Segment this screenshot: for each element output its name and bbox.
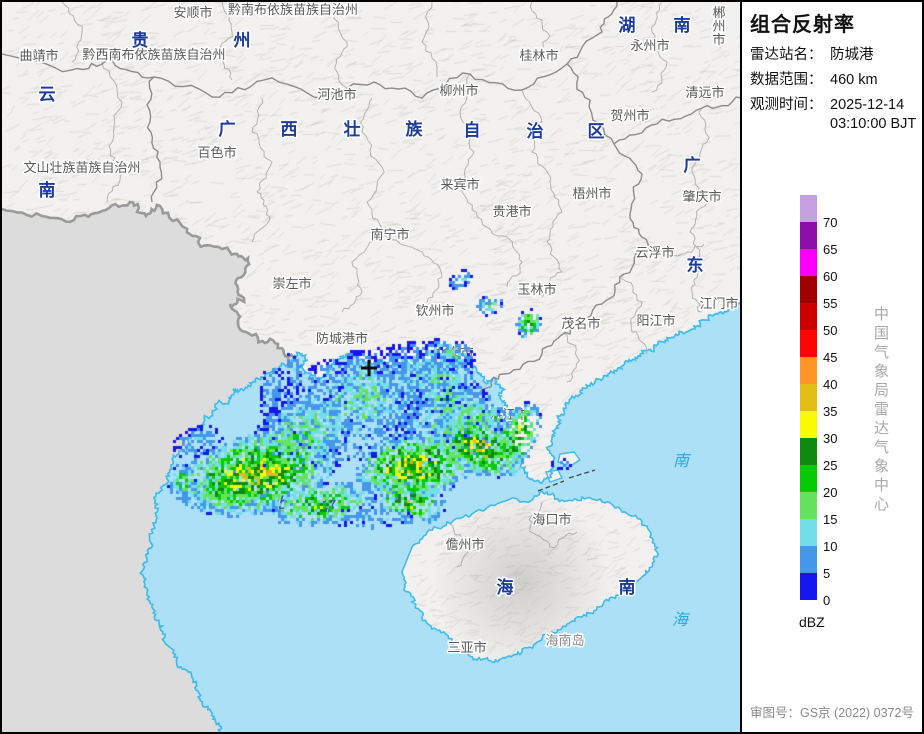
- legend-swatch: [800, 249, 817, 276]
- radar-station-cross-icon: [361, 360, 377, 376]
- legend-tick: 35: [823, 404, 838, 419]
- product-title: 组合反射率: [750, 14, 855, 36]
- info-panel: 组合反射率 雷达站名： 防城港 数据范围： 460 km 观测时间： 2025-12-14…: [740, 2, 922, 732]
- legend-tick: 40: [823, 377, 838, 392]
- meta-rows: 雷达站名： 防城港 数据范围： 460 km 观测时间： 2025-12-14 03:10:…: [750, 46, 922, 140]
- meta-row: 观测时间： 2025-12-14 03:10:00 BJT: [750, 96, 922, 134]
- dbz-legend: 70 65 60 55 50 45 40 35 30 25 20 15 10 5 0: [800, 195, 837, 608]
- legend-swatch: [800, 303, 817, 330]
- meta-value-line: 03:10:00 BJT: [830, 116, 917, 132]
- legend-row: 10: [800, 519, 837, 554]
- watermark: 中国气象局雷达气象中心: [872, 306, 889, 515]
- map-approval-number: 审图号：GS京 (2022) 0372号: [750, 706, 914, 720]
- legend-row: 45: [800, 330, 837, 365]
- meta-label: 雷达站名：: [750, 47, 823, 63]
- legend-tick: 55: [823, 296, 838, 311]
- legend-swatch: [800, 222, 817, 249]
- legend-row: 20: [800, 465, 837, 500]
- meta-value-line: 2025-12-14: [830, 97, 905, 113]
- legend-swatch: [800, 411, 817, 438]
- legend-unit: dBZ: [799, 614, 825, 630]
- legend-row: 65: [800, 222, 837, 257]
- legend-tick: 70: [823, 215, 838, 230]
- legend-tick: 30: [823, 431, 838, 446]
- legend-tick: 65: [823, 242, 838, 257]
- meta-value-line: 防城港: [830, 47, 874, 63]
- meta-label: 观测时间：: [750, 97, 823, 113]
- legend-row: 35: [800, 384, 837, 419]
- legend-tick: 20: [823, 485, 838, 500]
- legend-tick: 50: [823, 323, 838, 338]
- legend-swatch: [800, 195, 817, 222]
- meta-value: 2025-12-14 03:10:00 BJT: [830, 96, 922, 134]
- legend-row: 55: [800, 276, 837, 311]
- legend-tick: 60: [823, 269, 838, 284]
- legend-tick: 10: [823, 539, 838, 554]
- legend-row: 70: [800, 195, 837, 230]
- legend-swatch: [800, 519, 817, 546]
- meta-value: 460 km: [830, 71, 922, 90]
- meta-value: 防城港: [830, 46, 922, 65]
- meta-label: 数据范围：: [750, 72, 823, 88]
- legend-swatch: [800, 384, 817, 411]
- legend-row: 15: [800, 492, 837, 527]
- legend-swatch: [800, 573, 817, 600]
- legend-tick: 5: [823, 566, 831, 581]
- legend-tick: 45: [823, 350, 838, 365]
- legend-row: 30: [800, 411, 837, 446]
- meta-value-line: 460 km: [830, 72, 878, 88]
- meta-row: 雷达站名： 防城港: [750, 46, 922, 65]
- legend-row: 5: [800, 546, 830, 581]
- radar-map: 安顺市黔南布依族苗族自治州曲靖市黔西南布依族苗族自治州郴州市永州市桂林市河池市柳…: [2, 2, 740, 732]
- legend-swatch: [800, 546, 817, 573]
- legend-row: 0: [800, 573, 830, 608]
- legend-tick: 0: [823, 593, 831, 608]
- legend-tick: 15: [823, 512, 838, 527]
- legend-swatch: [800, 330, 817, 357]
- legend-row: 40: [800, 357, 837, 392]
- legend-swatch: [800, 465, 817, 492]
- legend-swatch: [800, 276, 817, 303]
- legend-swatch: [800, 438, 817, 465]
- legend-row: 25: [800, 438, 837, 473]
- legend-tick: 25: [823, 458, 838, 473]
- legend-row: 50: [800, 303, 837, 338]
- map-overlay-layer: [361, 360, 377, 376]
- legend-swatch: [800, 492, 817, 519]
- legend-swatch: [800, 357, 817, 384]
- meta-row: 数据范围： 460 km: [750, 71, 922, 90]
- legend-row: 60: [800, 249, 837, 284]
